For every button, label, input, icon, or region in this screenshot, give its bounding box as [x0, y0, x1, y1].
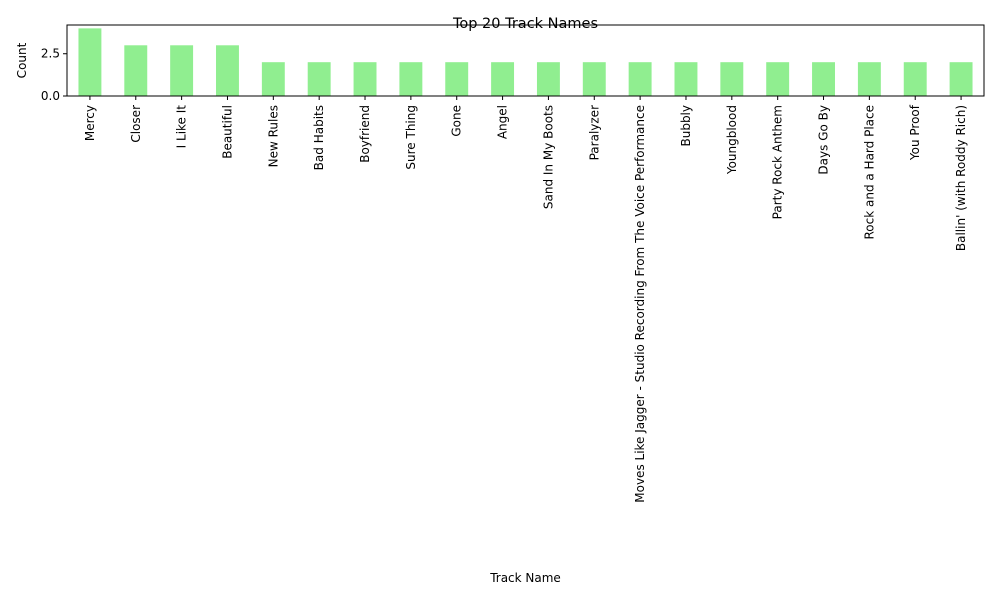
x-tick-label-10: Sand In My Boots	[541, 105, 555, 209]
x-tick-label-17: Rock and a Hard Place	[862, 105, 876, 240]
y-tick-label-0: 0.0	[41, 89, 60, 103]
x-tick-label-18: You Proof	[908, 104, 922, 161]
y-ticks-group: 0.0 2.5	[41, 47, 67, 103]
bar-5	[307, 62, 331, 96]
bar-3	[216, 45, 239, 96]
x-tick-label-7: Sure Thing	[404, 105, 418, 170]
x-tick-label-8: Gone	[450, 105, 464, 137]
bar-1	[124, 45, 148, 96]
bar-9	[491, 62, 515, 96]
x-tick-label-0: Mercy	[83, 105, 97, 141]
bars-group	[78, 28, 973, 97]
x-tick-label-9: Angel	[496, 105, 510, 139]
x-ticks-group: Mercy Closer I Like It Beautiful New Rules Ba…	[83, 96, 968, 503]
bar-15	[766, 62, 790, 96]
x-tick-label-13: Bubbly	[679, 105, 693, 147]
plot-frame	[66, 24, 985, 97]
bar-19	[949, 62, 973, 96]
x-tick-label-14: Youngblood	[725, 105, 739, 175]
x-tick-label-16: Days Go By	[817, 105, 831, 175]
x-tick-label-5: Bad Habits	[312, 105, 326, 170]
x-tick-label-19: Ballin' (with Roddy Rich)	[954, 105, 968, 251]
bar-18	[903, 62, 927, 96]
bar-2	[170, 45, 194, 96]
x-tick-label-6: Boyfriend	[358, 105, 372, 163]
bar-16	[812, 62, 835, 96]
x-tick-label-2: I Like It	[175, 105, 189, 149]
bar-12	[628, 62, 652, 96]
bar-17	[857, 62, 881, 96]
bar-11	[582, 62, 606, 96]
x-tick-label-11: Paralyzer	[587, 105, 601, 160]
x-tick-label-15: Party Rock Anthem	[771, 105, 785, 219]
x-tick-label-4: New Rules	[266, 105, 280, 167]
bar-10	[536, 62, 560, 96]
bar-13	[674, 62, 698, 96]
y-tick-label-1: 2.5	[41, 47, 60, 61]
x-tick-label-1: Closer	[129, 105, 143, 143]
x-tick-label-12: Moves Like Jagger - Studio Recording Fro…	[633, 105, 647, 503]
x-axis-label: Track Name	[489, 571, 561, 585]
bar-0	[78, 28, 102, 97]
chart-title: Top 20 Track Names	[452, 16, 598, 32]
bar-14	[720, 62, 744, 96]
bar-6	[353, 62, 377, 96]
bar-4	[261, 62, 285, 96]
bar-8	[445, 62, 469, 96]
bar-7	[399, 62, 423, 96]
x-tick-label-3: Beautiful	[220, 105, 234, 159]
y-axis-label: Count	[15, 42, 29, 78]
